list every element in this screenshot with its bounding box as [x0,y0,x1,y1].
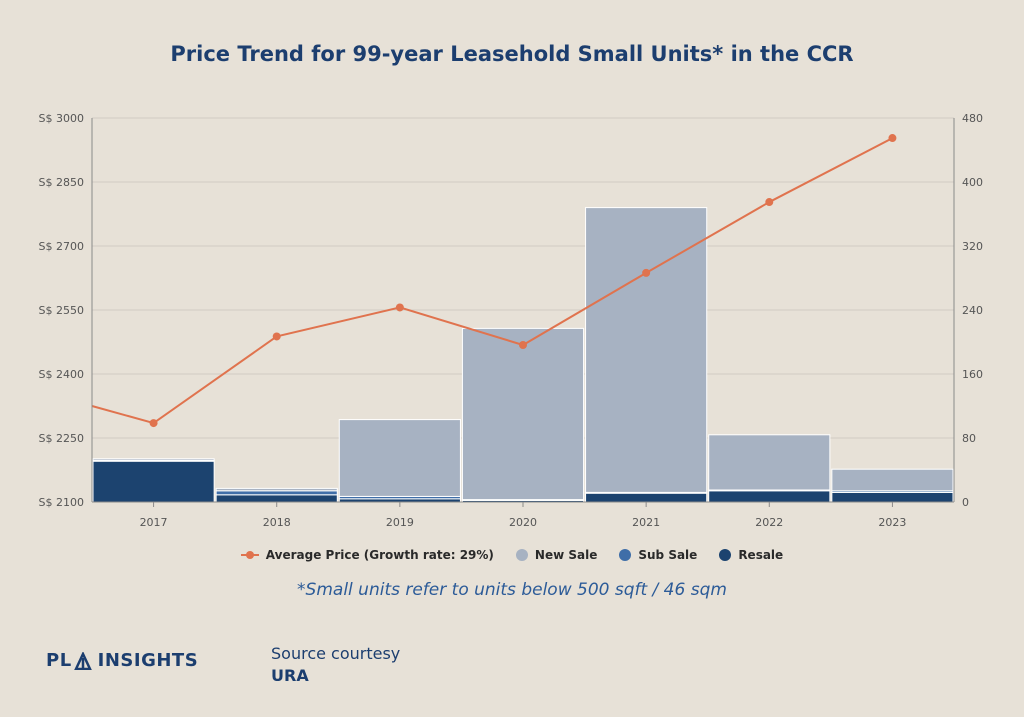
average-price-point [149,419,158,428]
y-left-tick-label: S$ 2250 [39,432,84,445]
logo-text-right: INSIGHTS [97,650,199,671]
chart-area: S$ 2100 S$ 2250 S$ 2400 S$ 2550 S$ 2700 S$ 28… [39,112,983,529]
legend-item-sub-sale[interactable]: Sub Sale [619,548,697,562]
axes: S$ 2100 S$ 2250 S$ 2400 S$ 2550 S$ 2700 S$ 28… [39,112,983,529]
bar-resale [215,494,338,503]
y-right-tick-label: 400 [962,176,983,189]
bar-resale [92,460,215,503]
y-left-tick-label: S$ 2550 [39,304,84,317]
bar-new-sale [461,327,585,501]
average-price-point [395,303,404,312]
legend-label: Average Price (Growth rate: 29%) [265,548,494,562]
x-tick-label: 2023 [878,516,906,529]
legend-label: Sub Sale [638,548,698,562]
average-price-point [765,198,774,207]
bar-new-sale [585,207,708,493]
line-marker-icon [240,551,259,559]
legend-label: New Sale [534,548,598,562]
source-name: URA [271,666,309,685]
x-tick-label: 2021 [632,516,660,529]
average-price-line [91,137,893,425]
y-left-tick-label: S$ 2850 [39,176,84,189]
y-right-tick-label: 320 [962,240,983,253]
x-tick-label: 2020 [509,516,537,529]
bar-sub-sale [215,490,338,496]
logo-text-left: PL [46,650,72,671]
average-price-point [888,134,897,143]
average-price-point [642,268,651,277]
y-left-tick-label: S$ 2100 [39,496,84,509]
average-price-point [272,332,281,341]
legend: Average Price (Growth rate: 29%) New Sal… [0,548,1024,562]
circle-marker-icon [619,549,632,561]
logo-mark-icon [73,651,92,670]
bar-new-sale [92,458,215,461]
source-label: Source courtesy [271,644,401,663]
bar-resale [585,492,708,503]
footnote: *Small units refer to units below 500 sq… [297,580,727,600]
y-left-tick-label: S$ 3000 [39,112,84,125]
bar-new-sale [338,419,461,497]
y-right-tick-label: 80 [962,432,976,445]
circle-marker-icon [719,549,732,561]
bars [92,207,954,503]
bar-new-sale [831,468,954,492]
x-tick-label: 2022 [755,516,783,529]
y-left-tick-label: S$ 2400 [39,368,84,381]
x-tick-label: 2018 [263,516,291,529]
legend-item-average-price[interactable]: Average Price (Growth rate: 29%) [240,548,494,562]
legend-item-new-sale[interactable]: New Sale [515,548,598,562]
logo: PL INSIGHTS [46,650,198,671]
x-tick-label: 2017 [140,516,168,529]
bar-resale [831,491,954,503]
chart-title: Price Trend for 99-year Leasehold Small … [170,42,854,66]
y-right-tick-label: 240 [962,304,983,317]
price-line [91,134,897,428]
average-price-point [519,340,527,349]
bar-new-sale [708,434,831,491]
bar-resale [708,490,831,503]
legend-label: Resale [738,548,784,562]
y-right-tick-label: 480 [962,112,983,125]
circle-marker-icon [515,549,528,561]
legend-item-resale[interactable]: Resale [719,548,783,562]
y-right-tick-label: 0 [962,496,969,509]
y-right-tick-label: 160 [962,368,983,381]
y-left-tick-label: S$ 2700 [39,240,84,253]
x-tick-label: 2019 [386,516,414,529]
source-credit: Source courtesy URA [271,643,400,687]
bar-new-sale [215,487,338,492]
